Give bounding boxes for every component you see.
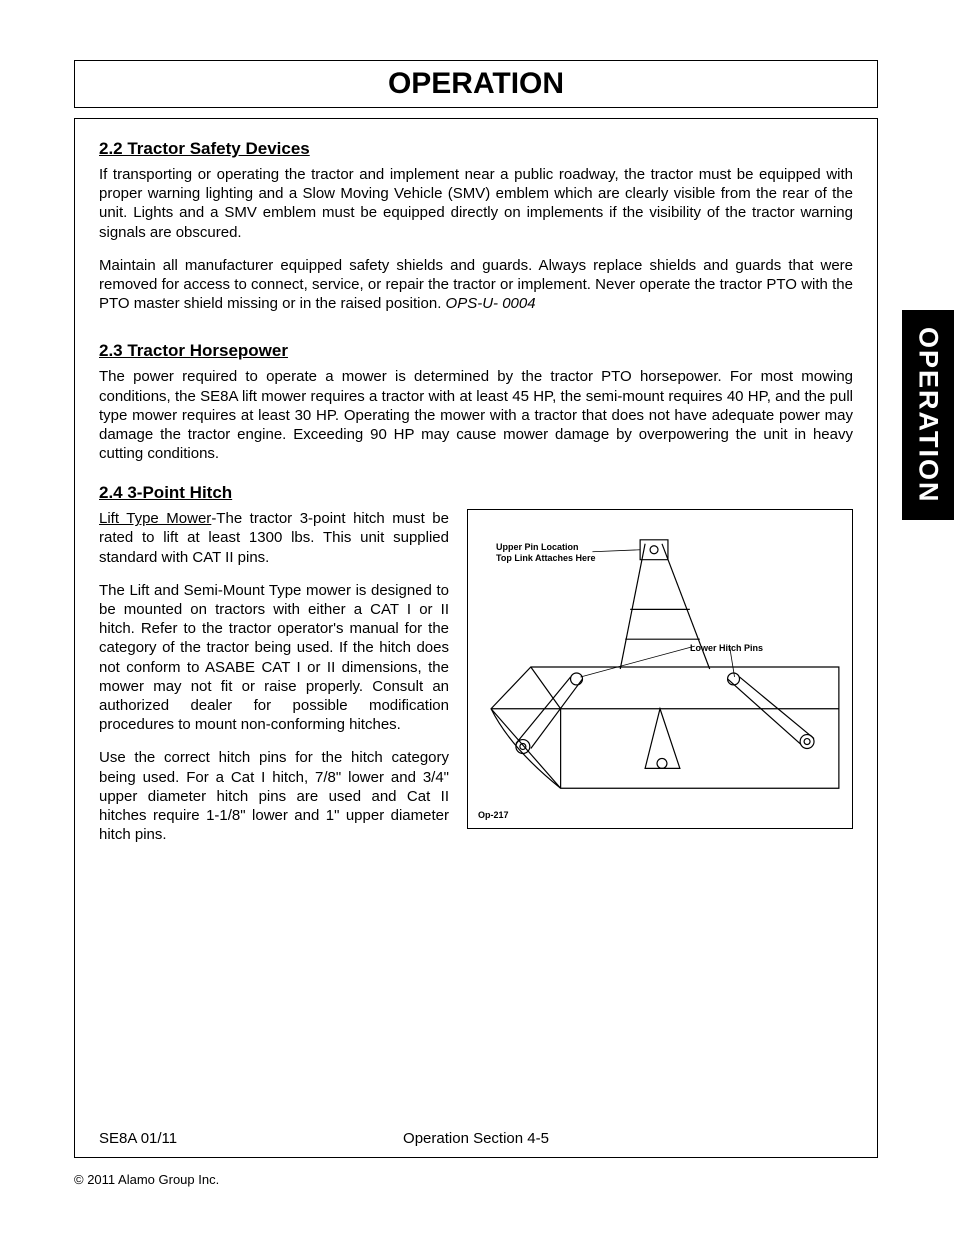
hitch-figure: Upper Pin Location Top Link Attaches Her… <box>467 509 853 829</box>
para-2-2-1: If transporting or operating the tractor… <box>99 165 853 242</box>
para-2-4-2: The Lift and Semi-Mount Type mower is de… <box>99 581 449 735</box>
para-2-4-1: Lift Type Mower-The tractor 3-point hitc… <box>99 509 449 567</box>
heading-2-4: 2.4 3-Point Hitch <box>99 483 853 503</box>
column-left: Lift Type Mower-The tractor 3-point hitc… <box>99 509 449 858</box>
footer-center: Operation Section 4-5 <box>350 1130 601 1147</box>
figure-lower-label: Lower Hitch Pins <box>690 643 763 653</box>
copyright: © 2011 Alamo Group Inc. <box>74 1172 219 1187</box>
heading-2-2: 2.2 Tractor Safety Devices <box>99 139 853 159</box>
figure-upper-l2: Top Link Attaches Here <box>496 553 596 563</box>
figure-id: Op-217 <box>478 810 509 820</box>
lift-type-label: Lift Type Mower <box>99 510 211 527</box>
figure-upper-l1: Upper Pin Location <box>496 542 579 552</box>
page-title-box: OPERATION <box>74 60 878 108</box>
para-2-4-3: Use the correct hitch pins for the hitch… <box>99 748 449 844</box>
side-tab: OPERATION <box>902 310 954 520</box>
column-right: Upper Pin Location Top Link Attaches Her… <box>467 509 853 858</box>
page-title: OPERATION <box>75 67 877 101</box>
footer-left: SE8A 01/11 <box>99 1130 350 1147</box>
figure-upper-label: Upper Pin Location Top Link Attaches Her… <box>496 542 596 563</box>
side-tab-label: OPERATION <box>913 327 944 504</box>
content-frame: 2.2 Tractor Safety Devices If transporti… <box>74 118 878 1158</box>
para-2-3-1: The power required to operate a mower is… <box>99 367 853 463</box>
two-column-layout: Lift Type Mower-The tractor 3-point hitc… <box>99 509 853 858</box>
para-2-2-2: Maintain all manufacturer equipped safet… <box>99 256 853 314</box>
ops-code: OPS-U- 0004 <box>446 295 536 312</box>
heading-2-3: 2.3 Tractor Horsepower <box>99 341 853 361</box>
footer-row: SE8A 01/11 Operation Section 4-5 <box>99 1130 853 1147</box>
footer-right <box>602 1130 853 1147</box>
